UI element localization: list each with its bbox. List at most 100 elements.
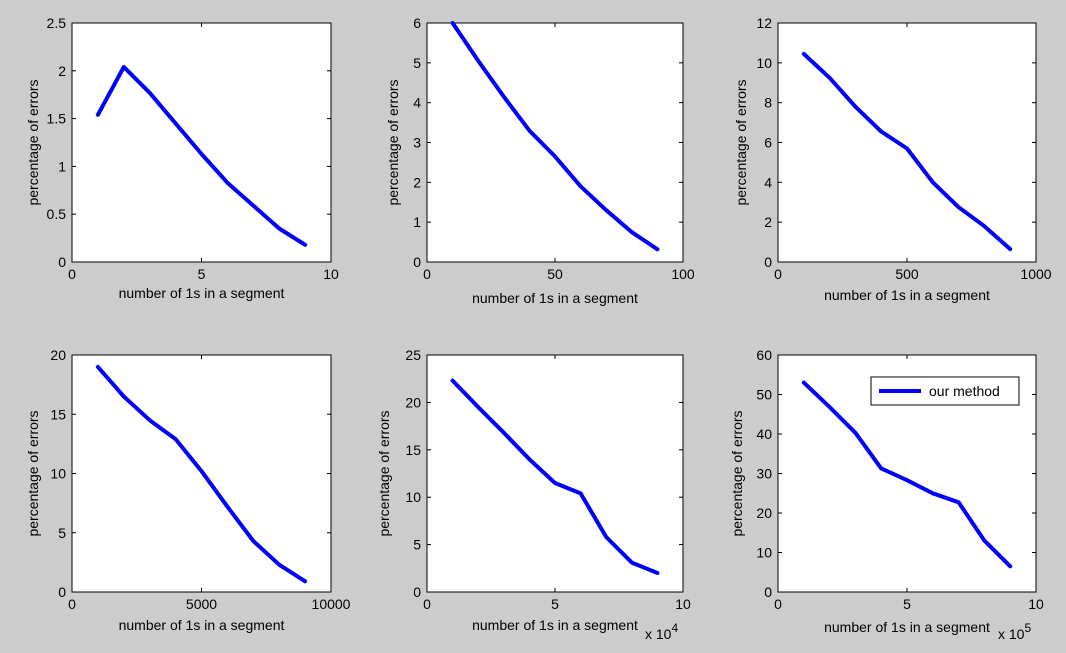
- x-tick-label: 10: [323, 266, 339, 282]
- data-point: [278, 563, 281, 566]
- y-tick-label: 3: [413, 135, 421, 151]
- y-tick-label: 1.5: [47, 111, 67, 127]
- x-axis-label: number of 1s in a segment: [119, 285, 285, 301]
- x-tick-label: 0: [774, 596, 782, 612]
- legend-label: our method: [929, 383, 1000, 399]
- x-tick-label: 0: [774, 266, 782, 282]
- y-tick-label: 4: [764, 174, 772, 190]
- data-point: [148, 91, 151, 94]
- x-tick-label: 500: [895, 266, 919, 282]
- x-axis-exponent: x 105: [998, 621, 1031, 642]
- data-point: [579, 185, 582, 188]
- x-tick-label: 50: [547, 266, 563, 282]
- data-point: [906, 479, 908, 482]
- y-axis-label: percentage of errors: [385, 79, 401, 205]
- data-point: [123, 66, 125, 68]
- x-tick-label: 0: [423, 596, 431, 612]
- x-exponent-power: 5: [1024, 621, 1031, 635]
- data-point: [123, 395, 125, 398]
- plot-area: [426, 354, 684, 593]
- y-tick-label: 5: [413, 55, 421, 71]
- data-point: [477, 60, 480, 62]
- y-tick-label: 0: [58, 254, 66, 270]
- data-point: [174, 122, 177, 125]
- y-tick-label: 8: [764, 95, 772, 111]
- x-exponent-base: x 10: [998, 626, 1025, 642]
- data-point: [880, 467, 882, 470]
- y-tick-label: 5: [413, 537, 421, 553]
- subplot-2: 0 50 100 0 1 2 3 4 5 6 number of 1s in a segment pe…: [385, 15, 695, 306]
- plot-area: [426, 22, 684, 263]
- y-tick-label: 10: [756, 545, 772, 561]
- x-axis-label: number of 1s in a segment: [472, 617, 638, 633]
- data-point: [605, 209, 607, 212]
- y-axis-label: percentage of errors: [376, 410, 392, 536]
- data-point: [854, 432, 857, 434]
- data-point: [200, 470, 203, 472]
- y-tick-label: 25: [405, 347, 421, 363]
- x-tick-label: 5: [551, 596, 559, 612]
- y-tick-label: 2.5: [47, 15, 67, 31]
- x-tick-label: 0: [68, 266, 76, 282]
- data-point: [803, 381, 805, 384]
- y-tick-label: 0: [764, 254, 772, 270]
- y-tick-label: 15: [50, 406, 66, 422]
- data-point: [983, 225, 986, 227]
- legend: our method: [870, 376, 1020, 406]
- y-tick-label: 2: [413, 174, 421, 190]
- data-point: [957, 501, 960, 504]
- data-point: [200, 153, 203, 155]
- data-point: [656, 248, 659, 251]
- y-tick-label: 20: [756, 505, 772, 521]
- data-point: [278, 227, 281, 230]
- subplot-4: 0 5000 10000 0 5 10 15 20 number of 1s in a segm…: [25, 347, 351, 633]
- x-tick-label: 0: [68, 596, 76, 612]
- plot-area: [71, 22, 332, 263]
- y-tick-label: 12: [756, 15, 772, 31]
- y-tick-label: 0: [764, 584, 772, 600]
- data-point: [528, 129, 531, 132]
- y-tick-label: 10: [756, 55, 772, 71]
- subplot-6: 0 5 10 0 10 20 30 40 50 60 number of 1s in a segme…: [729, 347, 1044, 642]
- y-tick-label: 0.5: [47, 206, 67, 222]
- x-exponent-power: 4: [671, 621, 678, 635]
- data-point: [252, 204, 255, 207]
- data-point: [579, 492, 582, 495]
- data-point: [828, 76, 831, 79]
- y-tick-label: 2: [764, 214, 772, 230]
- plot-area: [777, 22, 1037, 263]
- data-point: [906, 147, 908, 150]
- data-point: [957, 206, 960, 209]
- x-tick-label: 5: [903, 596, 911, 612]
- x-tick-label: 100: [671, 266, 695, 282]
- data-point: [304, 243, 306, 246]
- data-point: [451, 379, 454, 382]
- y-tick-label: 0: [413, 584, 421, 600]
- y-tick-label: 2: [58, 63, 66, 79]
- subplot-1: 0 5 10 0 0.5 1 1.5 2 2.5 number of 1s in a segmen…: [25, 15, 339, 301]
- x-axis-exponent: x 104: [645, 621, 678, 642]
- y-tick-label: 10: [405, 489, 421, 505]
- data-point: [631, 231, 633, 233]
- y-tick-label: 15: [405, 442, 421, 458]
- data-point: [451, 22, 454, 24]
- y-tick-label: 50: [756, 387, 772, 403]
- y-tick-label: 20: [50, 347, 66, 363]
- data-point: [631, 561, 633, 564]
- x-exponent-base: x 10: [645, 626, 672, 642]
- y-tick-label: 10: [50, 466, 66, 482]
- y-axis-label: percentage of errors: [733, 79, 749, 205]
- x-axis-label: number of 1s in a segment: [119, 617, 285, 633]
- data-point: [656, 572, 659, 574]
- x-axis-label: number of 1s in a segment: [472, 290, 638, 306]
- data-point: [1009, 248, 1011, 250]
- y-tick-label: 0: [413, 254, 421, 270]
- y-tick-label: 60: [756, 347, 772, 363]
- y-axis-label: percentage of errors: [729, 410, 745, 536]
- subplot-5: 0 5 10 0 5 10 15 20 25 number of 1s in a segment p…: [376, 347, 691, 642]
- y-tick-label: 6: [413, 15, 421, 31]
- x-tick-label: 10: [675, 596, 691, 612]
- data-point: [828, 406, 831, 408]
- data-point: [528, 458, 531, 461]
